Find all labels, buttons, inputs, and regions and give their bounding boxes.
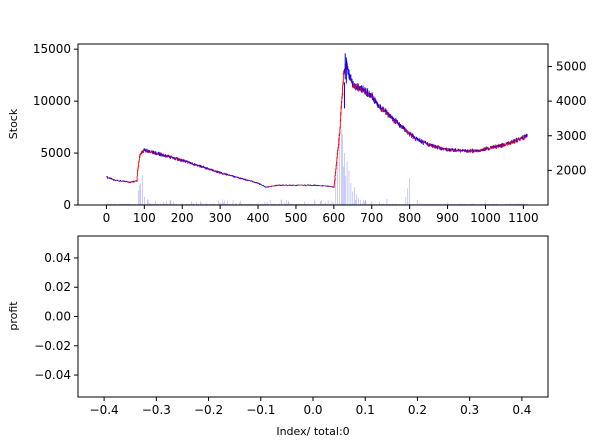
y2-tick-label: 2000	[556, 163, 587, 177]
y-tick-label: 0.02	[44, 280, 71, 294]
x-tick-label: 400	[247, 211, 270, 225]
x-tick-label: 1000	[470, 211, 501, 225]
x-tick-label: 0.2	[408, 403, 427, 417]
x-tick-label: −0.4	[90, 403, 119, 417]
stock-axes-frame	[77, 43, 549, 206]
y-tick-label: 5000	[40, 146, 71, 160]
stock-x-axis: 0 100 200 300 400 500 600 700 800 900 1000 1100	[103, 205, 539, 225]
y-tick-label: 0.04	[44, 251, 71, 265]
y2-tick-label: 3000	[556, 129, 587, 143]
profit-y-axis-label: profit	[7, 301, 20, 331]
x-tick-label: 0.4	[512, 403, 531, 417]
stock-y-axis: 0 5000 10000 15000	[33, 42, 78, 212]
profit-y-axis: −0.04 −0.02 0.00 0.02 0.04	[34, 251, 78, 382]
profit-x-axis-label: Index/ total:0	[276, 425, 349, 438]
stock-panel: 0 100 200 300 400 500 600 700 800 900 1000 1100 0 50…	[7, 42, 587, 225]
y-tick-label: 0.00	[44, 310, 71, 324]
x-tick-label: 800	[398, 211, 421, 225]
y-tick-label: −0.02	[34, 339, 71, 353]
x-tick-label: 700	[360, 211, 383, 225]
candlestick-series	[105, 53, 528, 188]
profit-x-axis: −0.4 −0.3 −0.2 −0.1 0.0 0.1 0.2 0.3 0.4	[90, 397, 531, 417]
y2-tick-label: 5000	[556, 60, 587, 74]
y-tick-label: 0	[63, 198, 71, 212]
x-tick-label: 600	[322, 211, 345, 225]
x-tick-label: 100	[133, 211, 156, 225]
y-tick-label: −0.04	[34, 368, 71, 382]
x-tick-label: 0.0	[303, 403, 322, 417]
x-tick-label: 0.1	[356, 403, 375, 417]
x-tick-label: 1100	[508, 211, 539, 225]
x-tick-label: 500	[284, 211, 307, 225]
stock-y-axis-label: Stock	[7, 108, 20, 139]
x-tick-label: 300	[209, 211, 232, 225]
x-tick-label: 200	[171, 211, 194, 225]
profit-panel: −0.4 −0.3 −0.2 −0.1 0.0 0.1 0.2 0.3 0.4 −0.04−0.…	[7, 235, 549, 438]
y2-tick-label: 4000	[556, 94, 587, 108]
x-tick-label: 900	[436, 211, 459, 225]
stock-y2-axis: 2000 3000 4000 5000	[548, 60, 587, 177]
y-tick-label: 10000	[33, 94, 71, 108]
y-tick-label: 15000	[33, 42, 71, 56]
x-tick-label: −0.3	[142, 403, 171, 417]
x-tick-label: −0.1	[246, 403, 275, 417]
x-tick-label: 0.3	[460, 403, 479, 417]
x-tick-label: −0.2	[194, 403, 223, 417]
x-tick-label: 0	[103, 211, 111, 225]
